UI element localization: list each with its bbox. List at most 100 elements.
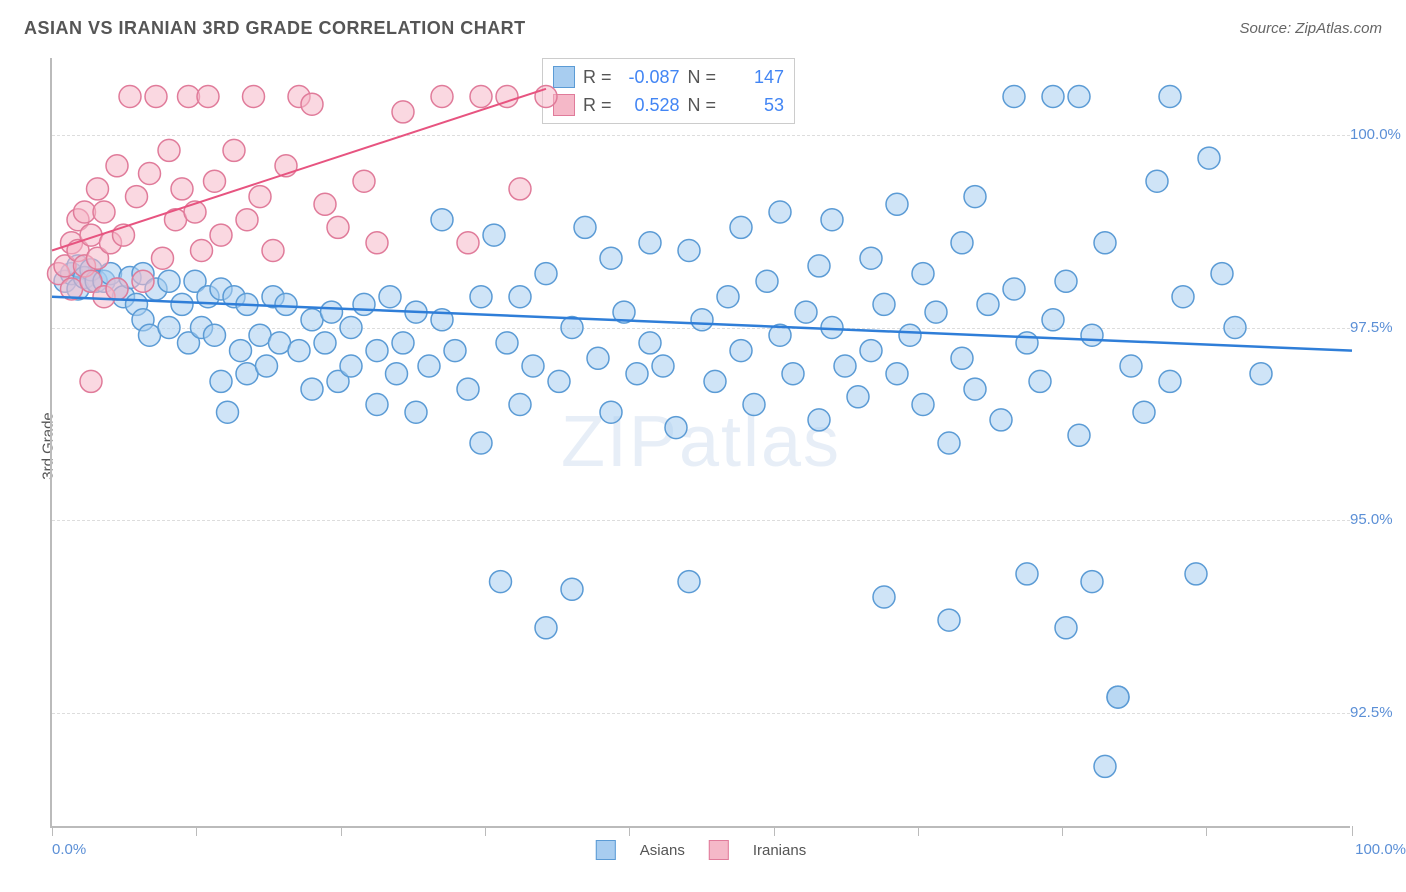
data-point [191,240,213,262]
data-point [652,355,674,377]
data-point [1133,401,1155,423]
data-point [1185,563,1207,585]
data-point [1159,86,1181,108]
data-point [314,332,336,354]
data-point [405,401,427,423]
data-point [574,216,596,238]
data-point [626,363,648,385]
data-point [158,139,180,161]
data-point [847,386,869,408]
data-point [990,409,1012,431]
data-point [1250,363,1272,385]
chart-title: ASIAN VS IRANIAN 3RD GRADE CORRELATION C… [24,18,526,39]
data-point [639,332,661,354]
data-point [106,155,128,177]
data-point [490,571,512,593]
data-point [1003,278,1025,300]
data-point [1042,309,1064,331]
data-point [522,355,544,377]
data-point [340,355,362,377]
data-point [951,232,973,254]
data-point [87,178,109,200]
data-point [236,209,258,231]
data-point [470,86,492,108]
data-point [444,340,466,362]
data-point [269,332,291,354]
data-point [639,232,661,254]
data-point [457,378,479,400]
data-point [873,293,895,315]
data-point [665,417,687,439]
data-point [301,93,323,115]
data-point [561,578,583,600]
data-point [821,209,843,231]
data-point [353,293,375,315]
data-point [204,324,226,346]
data-point [977,293,999,315]
data-point [470,432,492,454]
data-point [678,571,700,593]
legend-swatch [709,840,729,860]
data-point [717,286,739,308]
data-point [431,209,453,231]
data-point [457,232,479,254]
data-point [243,86,265,108]
data-point [1055,617,1077,639]
legend-swatch [596,840,616,860]
data-point [249,186,271,208]
data-point [158,270,180,292]
data-point [756,270,778,292]
legend-label: Iranians [753,842,806,859]
data-point [366,232,388,254]
data-point [873,586,895,608]
data-point [1081,571,1103,593]
data-point [1146,170,1168,192]
data-point [964,186,986,208]
data-point [886,193,908,215]
data-point [139,324,161,346]
data-point [730,216,752,238]
data-point [678,240,700,262]
data-point [321,301,343,323]
data-point [288,340,310,362]
data-point [1094,232,1116,254]
data-point [1172,286,1194,308]
data-point [301,378,323,400]
data-point [74,201,96,223]
data-point [886,363,908,385]
data-point [470,286,492,308]
scatter-plot-area: ZIPatlas R = -0.087 N = 147 R = 0.528 N … [50,58,1350,828]
data-point [1055,270,1077,292]
data-point [938,609,960,631]
data-point [1198,147,1220,169]
data-point [1003,86,1025,108]
data-point [535,263,557,285]
plot-svg [52,58,1352,828]
legend-label: Asians [640,842,685,859]
data-point [509,286,531,308]
data-point [834,355,856,377]
data-point [353,170,375,192]
data-point [80,370,102,392]
data-point [145,86,167,108]
data-point [106,278,128,300]
data-point [379,286,401,308]
data-point [197,86,219,108]
data-point [795,301,817,323]
data-point [1068,86,1090,108]
data-point [938,432,960,454]
data-point [126,186,148,208]
y-tick-label: 92.5% [1350,704,1406,721]
data-point [262,240,284,262]
y-tick-label: 97.5% [1350,319,1406,336]
data-point [925,301,947,323]
y-tick-label: 95.0% [1350,511,1406,528]
data-point [236,363,258,385]
data-point [431,86,453,108]
data-point [230,340,252,362]
data-point [392,332,414,354]
data-point [256,355,278,377]
data-point [1042,86,1064,108]
data-point [769,201,791,223]
data-point [210,224,232,246]
